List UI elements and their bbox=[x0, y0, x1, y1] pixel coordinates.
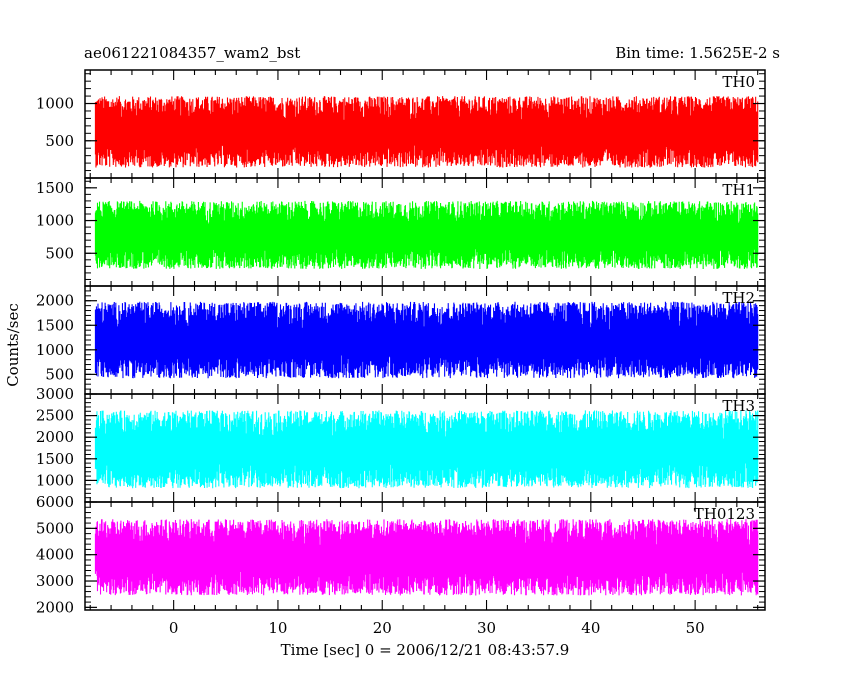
series-trace-th3 bbox=[94, 410, 759, 489]
y-tick-label: 3000 bbox=[36, 385, 74, 403]
y-tick-label: 500 bbox=[45, 365, 74, 383]
y-tick-label: 5000 bbox=[36, 519, 74, 537]
x-axis-label: Time [sec] 0 = 2006/12/21 08:43:57.9 bbox=[281, 641, 570, 659]
series-trace-th0 bbox=[94, 96, 759, 168]
y-axis-label: Counts/sec bbox=[4, 303, 22, 387]
y-tick-label: 1500 bbox=[36, 179, 74, 197]
y-tick-label: 1500 bbox=[36, 450, 74, 468]
y-tick-label: 2000 bbox=[36, 428, 74, 446]
y-tick-label: 3000 bbox=[36, 572, 74, 590]
y-tick-label: 2000 bbox=[36, 598, 74, 616]
y-tick-label: 2500 bbox=[36, 407, 74, 425]
y-tick-label: 500 bbox=[45, 132, 74, 150]
series-trace-th0123 bbox=[94, 519, 759, 596]
x-tick-label: 10 bbox=[268, 619, 287, 637]
panel-label-th2: TH2 bbox=[722, 289, 755, 307]
series-trace-th1 bbox=[94, 200, 759, 269]
y-tick-label: 1000 bbox=[36, 341, 74, 359]
panel-frame-th0123 bbox=[84, 501, 766, 611]
series-trace-th2 bbox=[94, 301, 759, 379]
chart-title-right: Bin time: 1.5625E-2 s bbox=[615, 44, 780, 62]
panel-label-th0: TH0 bbox=[722, 73, 755, 91]
y-tick-label: 4000 bbox=[36, 546, 74, 564]
y-tick-label: 1000 bbox=[36, 471, 74, 489]
x-tick-label: 0 bbox=[169, 619, 179, 637]
y-tick-label: 1000 bbox=[36, 95, 74, 113]
y-tick-label: 2000 bbox=[36, 292, 74, 310]
y-tick-label: 500 bbox=[45, 244, 74, 262]
x-tick-label: 30 bbox=[477, 619, 496, 637]
y-tick-label: 1500 bbox=[36, 316, 74, 334]
panel-label-th0123: TH0123 bbox=[694, 505, 755, 523]
panel-label-th1: TH1 bbox=[722, 181, 755, 199]
x-tick-label: 40 bbox=[581, 619, 600, 637]
panel-label-th3: TH3 bbox=[722, 397, 755, 415]
x-tick-label: 20 bbox=[373, 619, 392, 637]
y-tick-label: 6000 bbox=[36, 493, 74, 511]
chart-title-left: ae061221084357_wam2_bst bbox=[84, 44, 300, 62]
x-tick-label: 50 bbox=[686, 619, 705, 637]
y-tick-label: 1000 bbox=[36, 212, 74, 230]
